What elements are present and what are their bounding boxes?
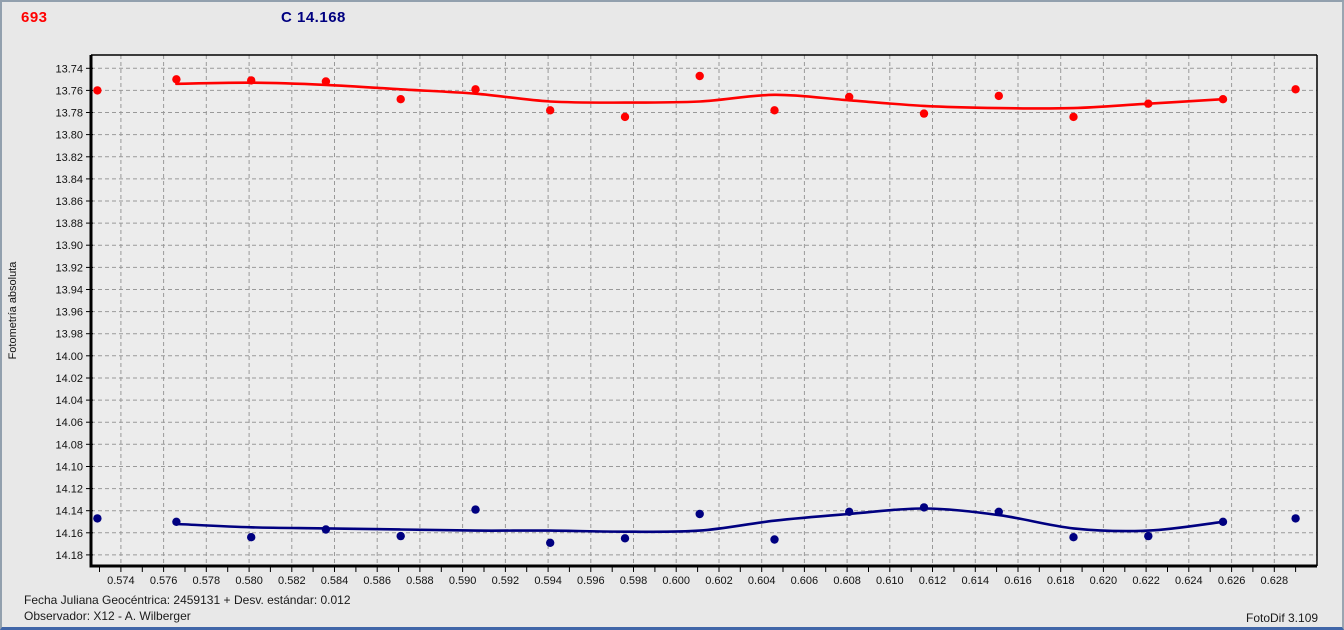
x-tick-label: 0.590	[449, 575, 477, 587]
x-tick-label: 0.620	[1090, 575, 1118, 587]
comparison-star-label: C 14.168	[281, 9, 346, 26]
x-tick-label: 0.626	[1218, 575, 1246, 587]
y-axis-title: Fotometría absoluta	[7, 261, 19, 360]
x-tick-label: 0.582	[278, 575, 306, 587]
y-tick-label: 13.98	[55, 329, 83, 341]
y-tick-label: 13.86	[55, 196, 83, 208]
data-point-variable_693	[321, 77, 331, 86]
data-point-comparison_C	[546, 538, 555, 547]
x-tick-label: 0.574	[107, 575, 135, 587]
y-tick-label: 13.74	[55, 63, 83, 75]
data-point-comparison_C	[845, 507, 854, 516]
y-tick-label: 14.12	[55, 484, 83, 496]
y-tick-label: 14.06	[55, 417, 83, 429]
x-tick-label: 0.606	[791, 575, 819, 587]
x-tick-label: 0.598	[620, 575, 648, 587]
data-point-comparison_C	[1291, 514, 1300, 523]
y-tick-label: 13.84	[55, 174, 83, 186]
y-tick-label: 13.88	[55, 218, 83, 230]
y-tick-label: 14.08	[55, 439, 83, 451]
data-point-comparison_C	[321, 525, 331, 534]
data-point-variable_693	[93, 86, 102, 95]
x-tick-label: 0.618	[1047, 575, 1075, 587]
data-point-variable_693	[845, 92, 854, 102]
data-point-comparison_C	[396, 531, 405, 541]
y-tick-label: 14.00	[55, 351, 83, 363]
data-point-variable_693	[1144, 99, 1153, 108]
x-tick-label: 0.608	[833, 575, 861, 587]
x-tick-label: 0.600	[662, 575, 690, 587]
data-point-variable_693	[695, 71, 704, 81]
data-point-variable_693	[1291, 85, 1300, 94]
y-tick-label: 13.94	[55, 285, 83, 297]
object-number-label: 693	[21, 9, 48, 26]
y-tick-label: 14.18	[55, 550, 83, 562]
data-point-comparison_C	[919, 503, 929, 512]
julian-date-text: Fecha Juliana Geocéntrica: 2459131 +	[24, 593, 231, 607]
data-point-comparison_C	[770, 535, 779, 544]
data-point-comparison_C	[1069, 533, 1078, 542]
y-tick-label: 14.14	[55, 506, 83, 518]
x-tick-label: 0.592	[492, 575, 520, 587]
x-tick-label: 0.612	[919, 575, 947, 587]
y-tick-label: 13.80	[55, 130, 83, 142]
data-point-comparison_C	[471, 505, 480, 514]
data-point-variable_693	[1069, 112, 1078, 122]
x-tick-label: 0.580	[235, 575, 263, 587]
y-tick-label: 14.04	[55, 395, 83, 407]
x-tick-label: 0.578	[193, 575, 221, 587]
x-tick-label: 0.584	[321, 575, 349, 587]
std-dev-text: Desv. estándar: 0.012	[234, 593, 351, 607]
plot-area	[91, 55, 1317, 566]
data-point-comparison_C	[1218, 517, 1228, 526]
x-tick-label: 0.586	[363, 575, 391, 587]
y-tick-label: 13.78	[55, 108, 83, 120]
y-tick-label: 14.02	[55, 373, 83, 385]
data-point-variable_693	[994, 91, 1003, 101]
data-point-comparison_C	[620, 534, 630, 543]
y-tick-label: 13.90	[55, 240, 83, 252]
x-tick-label: 0.622	[1132, 575, 1160, 587]
x-tick-label: 0.602	[705, 575, 733, 587]
data-point-variable_693	[247, 76, 256, 85]
data-point-variable_693	[620, 112, 630, 122]
x-tick-label: 0.624	[1175, 575, 1203, 587]
data-point-variable_693	[471, 85, 480, 94]
x-tick-label: 0.594	[534, 575, 562, 587]
data-point-variable_693	[770, 106, 779, 115]
x-tick-label: 0.576	[150, 575, 178, 587]
x-tick-label: 0.604	[748, 575, 776, 587]
series-line-variable_693	[175, 81, 1225, 110]
x-tick-label: 0.610	[876, 575, 904, 587]
y-tick-label: 13.82	[55, 152, 83, 164]
observer-text: Observador: X12 - A. Wilberger	[24, 609, 191, 623]
y-tick-label: 13.92	[55, 262, 83, 274]
data-point-comparison_C	[93, 514, 102, 523]
data-point-variable_693	[172, 75, 181, 84]
data-point-comparison_C	[247, 533, 256, 542]
y-tick-label: 13.76	[55, 85, 83, 97]
x-tick-label: 0.614	[962, 575, 990, 587]
data-point-comparison_C	[695, 509, 704, 519]
data-point-variable_693	[1218, 95, 1228, 104]
data-point-variable_693	[546, 106, 555, 115]
data-point-comparison_C	[1144, 531, 1153, 541]
data-point-comparison_C	[172, 517, 181, 526]
y-tick-label: 14.16	[55, 528, 83, 540]
x-tick-label: 0.596	[577, 575, 605, 587]
series-line-comparison_C	[175, 507, 1225, 534]
y-tick-label: 14.10	[55, 462, 83, 474]
data-point-variable_693	[396, 95, 405, 104]
app-version-text: FotoDif 3.109	[1246, 611, 1319, 625]
x-tick-label: 0.588	[406, 575, 434, 587]
data-point-comparison_C	[994, 507, 1003, 516]
x-tick-label: 0.616	[1004, 575, 1032, 587]
x-tick-label: 0.628	[1261, 575, 1289, 587]
data-point-variable_693	[919, 109, 929, 118]
y-tick-label: 13.96	[55, 307, 83, 319]
